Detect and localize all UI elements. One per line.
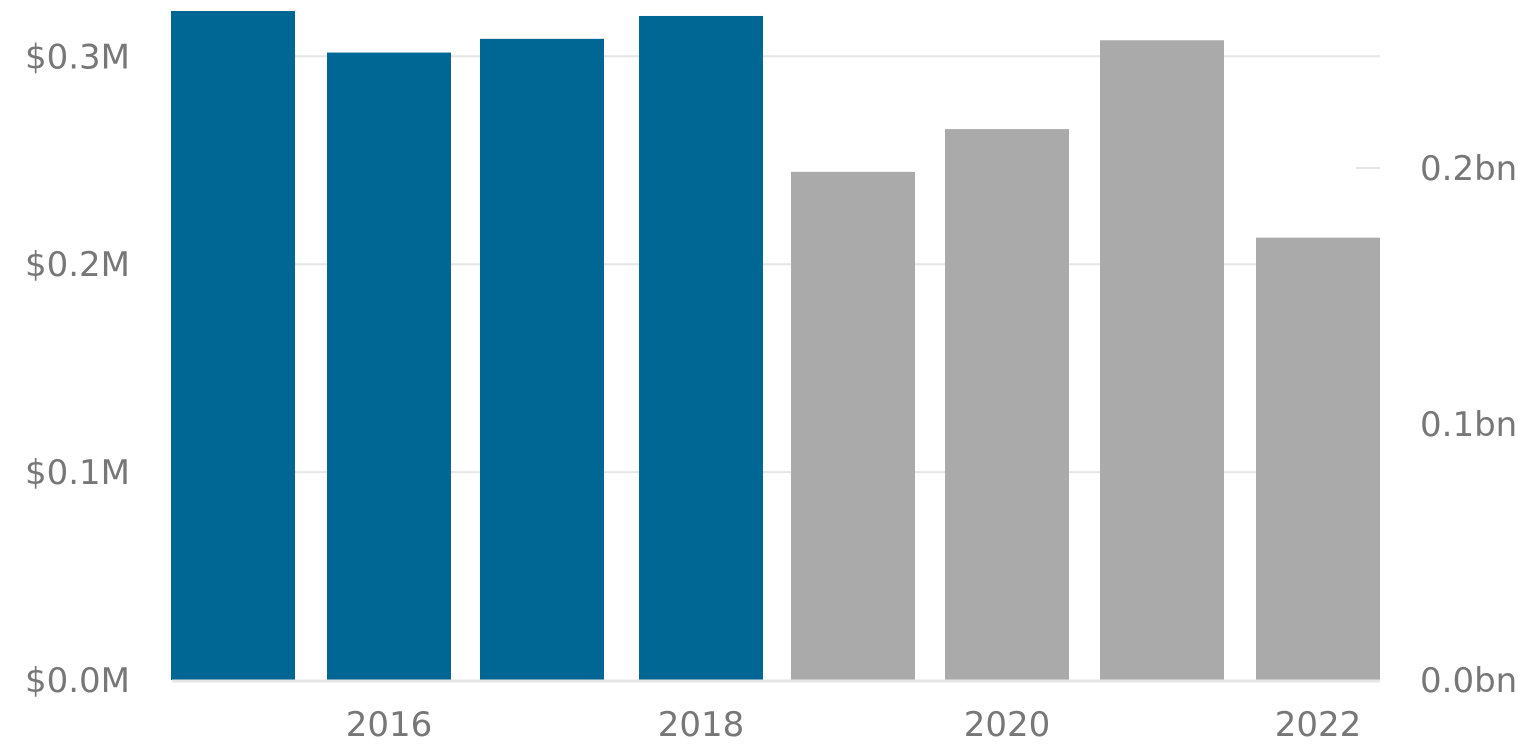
y-axis-left-ticks: $0.0M $0.1M $0.2M $0.3M (25, 37, 130, 701)
y2-tick-label: 0.1bn (1420, 405, 1517, 445)
y-tick-label: $0.3M (25, 37, 130, 77)
x-tick-label: 2018 (658, 705, 745, 744)
y-tick-label: $0.1M (25, 453, 130, 493)
x-tick-label: 2020 (964, 705, 1051, 744)
y2-tick-label: 0.0bn (1420, 661, 1517, 701)
bar-2016[interactable] (327, 52, 451, 680)
bars (171, 10, 1380, 681)
bar-2017[interactable] (480, 38, 604, 680)
x-tick-label: 2022 (1275, 705, 1362, 744)
x-axis-ticks: 2016 2018 2020 2022 (346, 705, 1362, 744)
bar-2021[interactable] (1100, 40, 1224, 681)
bar-2018[interactable] (639, 15, 763, 680)
bar-2020[interactable] (945, 129, 1069, 680)
bar-2019[interactable] (791, 171, 915, 680)
y-tick-label: $0.0M (25, 661, 130, 701)
y-tick-label: $0.2M (25, 245, 130, 285)
bar-2022[interactable] (1256, 237, 1380, 680)
x-tick-label: 2016 (346, 705, 433, 744)
y2-tick-label: 0.2bn (1420, 149, 1517, 189)
y-axis-right-ticks: 0.0bn 0.1bn 0.2bn (1420, 149, 1517, 701)
bar-2015[interactable] (171, 10, 295, 681)
